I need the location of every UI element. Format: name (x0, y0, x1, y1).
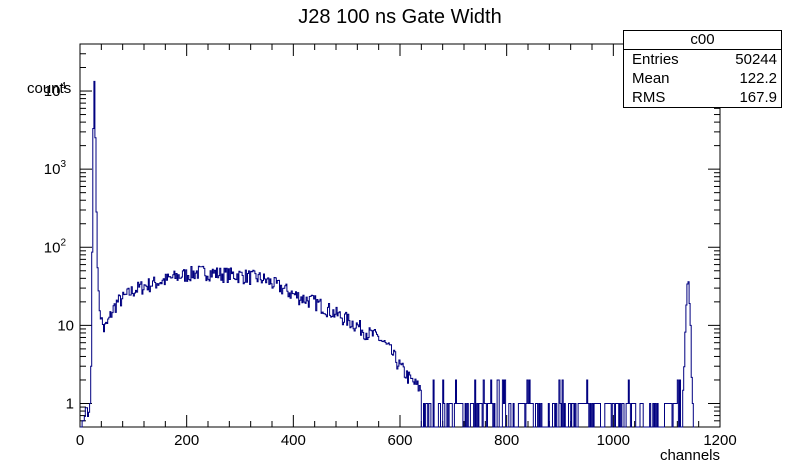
stats-box: c00 Entries 50244 Mean 122.2 RMS 167.9 (623, 30, 782, 108)
chart-title: J28 100 ns Gate Width (298, 6, 501, 28)
stats-row-mean: Mean 122.2 (624, 69, 781, 88)
y-tick-label: 10 (57, 317, 74, 334)
y-tick-label: 102 (44, 237, 67, 256)
histogram-line (80, 80, 695, 428)
y-axis-label: counts (27, 80, 71, 97)
stats-label: Entries (632, 51, 679, 68)
stats-value: 167.9 (739, 89, 777, 106)
x-axis-label: channels (660, 447, 720, 464)
x-tick-label: 800 (494, 432, 519, 449)
stats-value: 122.2 (739, 70, 777, 87)
x-tick-label: 200 (174, 432, 199, 449)
y-tick-label: 103 (44, 159, 67, 178)
stats-title: c00 (624, 31, 781, 50)
stats-label: Mean (632, 70, 670, 87)
stats-row-rms: RMS 167.9 (624, 88, 781, 107)
x-tick-label: 0 (76, 432, 84, 449)
x-tick-label: 600 (387, 432, 412, 449)
x-tick-label: 1200 (703, 432, 736, 449)
x-tick-label: 1000 (597, 432, 630, 449)
y-tick-label: 1 (66, 395, 74, 412)
stats-row-entries: Entries 50244 (624, 50, 781, 69)
x-tick-label: 400 (281, 432, 306, 449)
stats-value: 50244 (735, 51, 777, 68)
stats-label: RMS (632, 89, 666, 106)
